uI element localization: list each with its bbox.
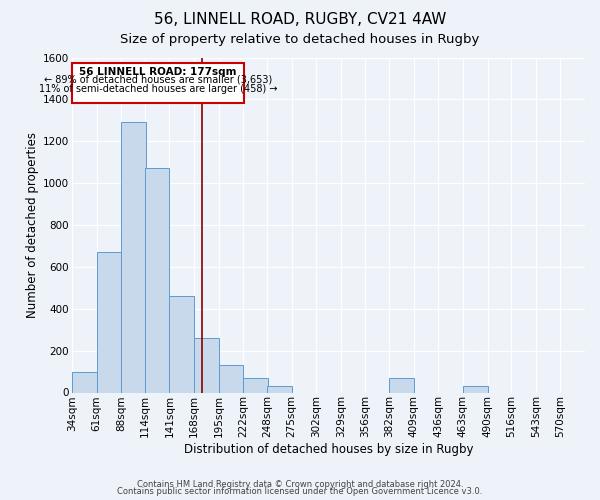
Y-axis label: Number of detached properties: Number of detached properties [26,132,39,318]
Bar [121,122,146,392]
Text: 56 LINNELL ROAD: 177sqm: 56 LINNELL ROAD: 177sqm [79,66,237,76]
Bar [97,252,121,392]
Text: 11% of semi-detached houses are larger (458) →: 11% of semi-detached houses are larger (… [39,84,277,94]
Bar [219,366,244,392]
Bar [145,168,169,392]
Bar [267,386,292,392]
Bar [169,296,194,392]
Text: 56, LINNELL ROAD, RUGBY, CV21 4AW: 56, LINNELL ROAD, RUGBY, CV21 4AW [154,12,446,28]
Text: Contains HM Land Registry data © Crown copyright and database right 2024.: Contains HM Land Registry data © Crown c… [137,480,463,489]
X-axis label: Distribution of detached houses by size in Rugby: Distribution of detached houses by size … [184,443,473,456]
Text: Size of property relative to detached houses in Rugby: Size of property relative to detached ho… [121,32,479,46]
FancyBboxPatch shape [72,62,244,102]
Text: Contains public sector information licensed under the Open Government Licence v3: Contains public sector information licen… [118,487,482,496]
Bar [194,338,219,392]
Bar [72,372,97,392]
Bar [244,378,268,392]
Text: ← 89% of detached houses are smaller (3,653): ← 89% of detached houses are smaller (3,… [44,75,272,85]
Bar [389,378,413,392]
Bar [463,386,488,392]
